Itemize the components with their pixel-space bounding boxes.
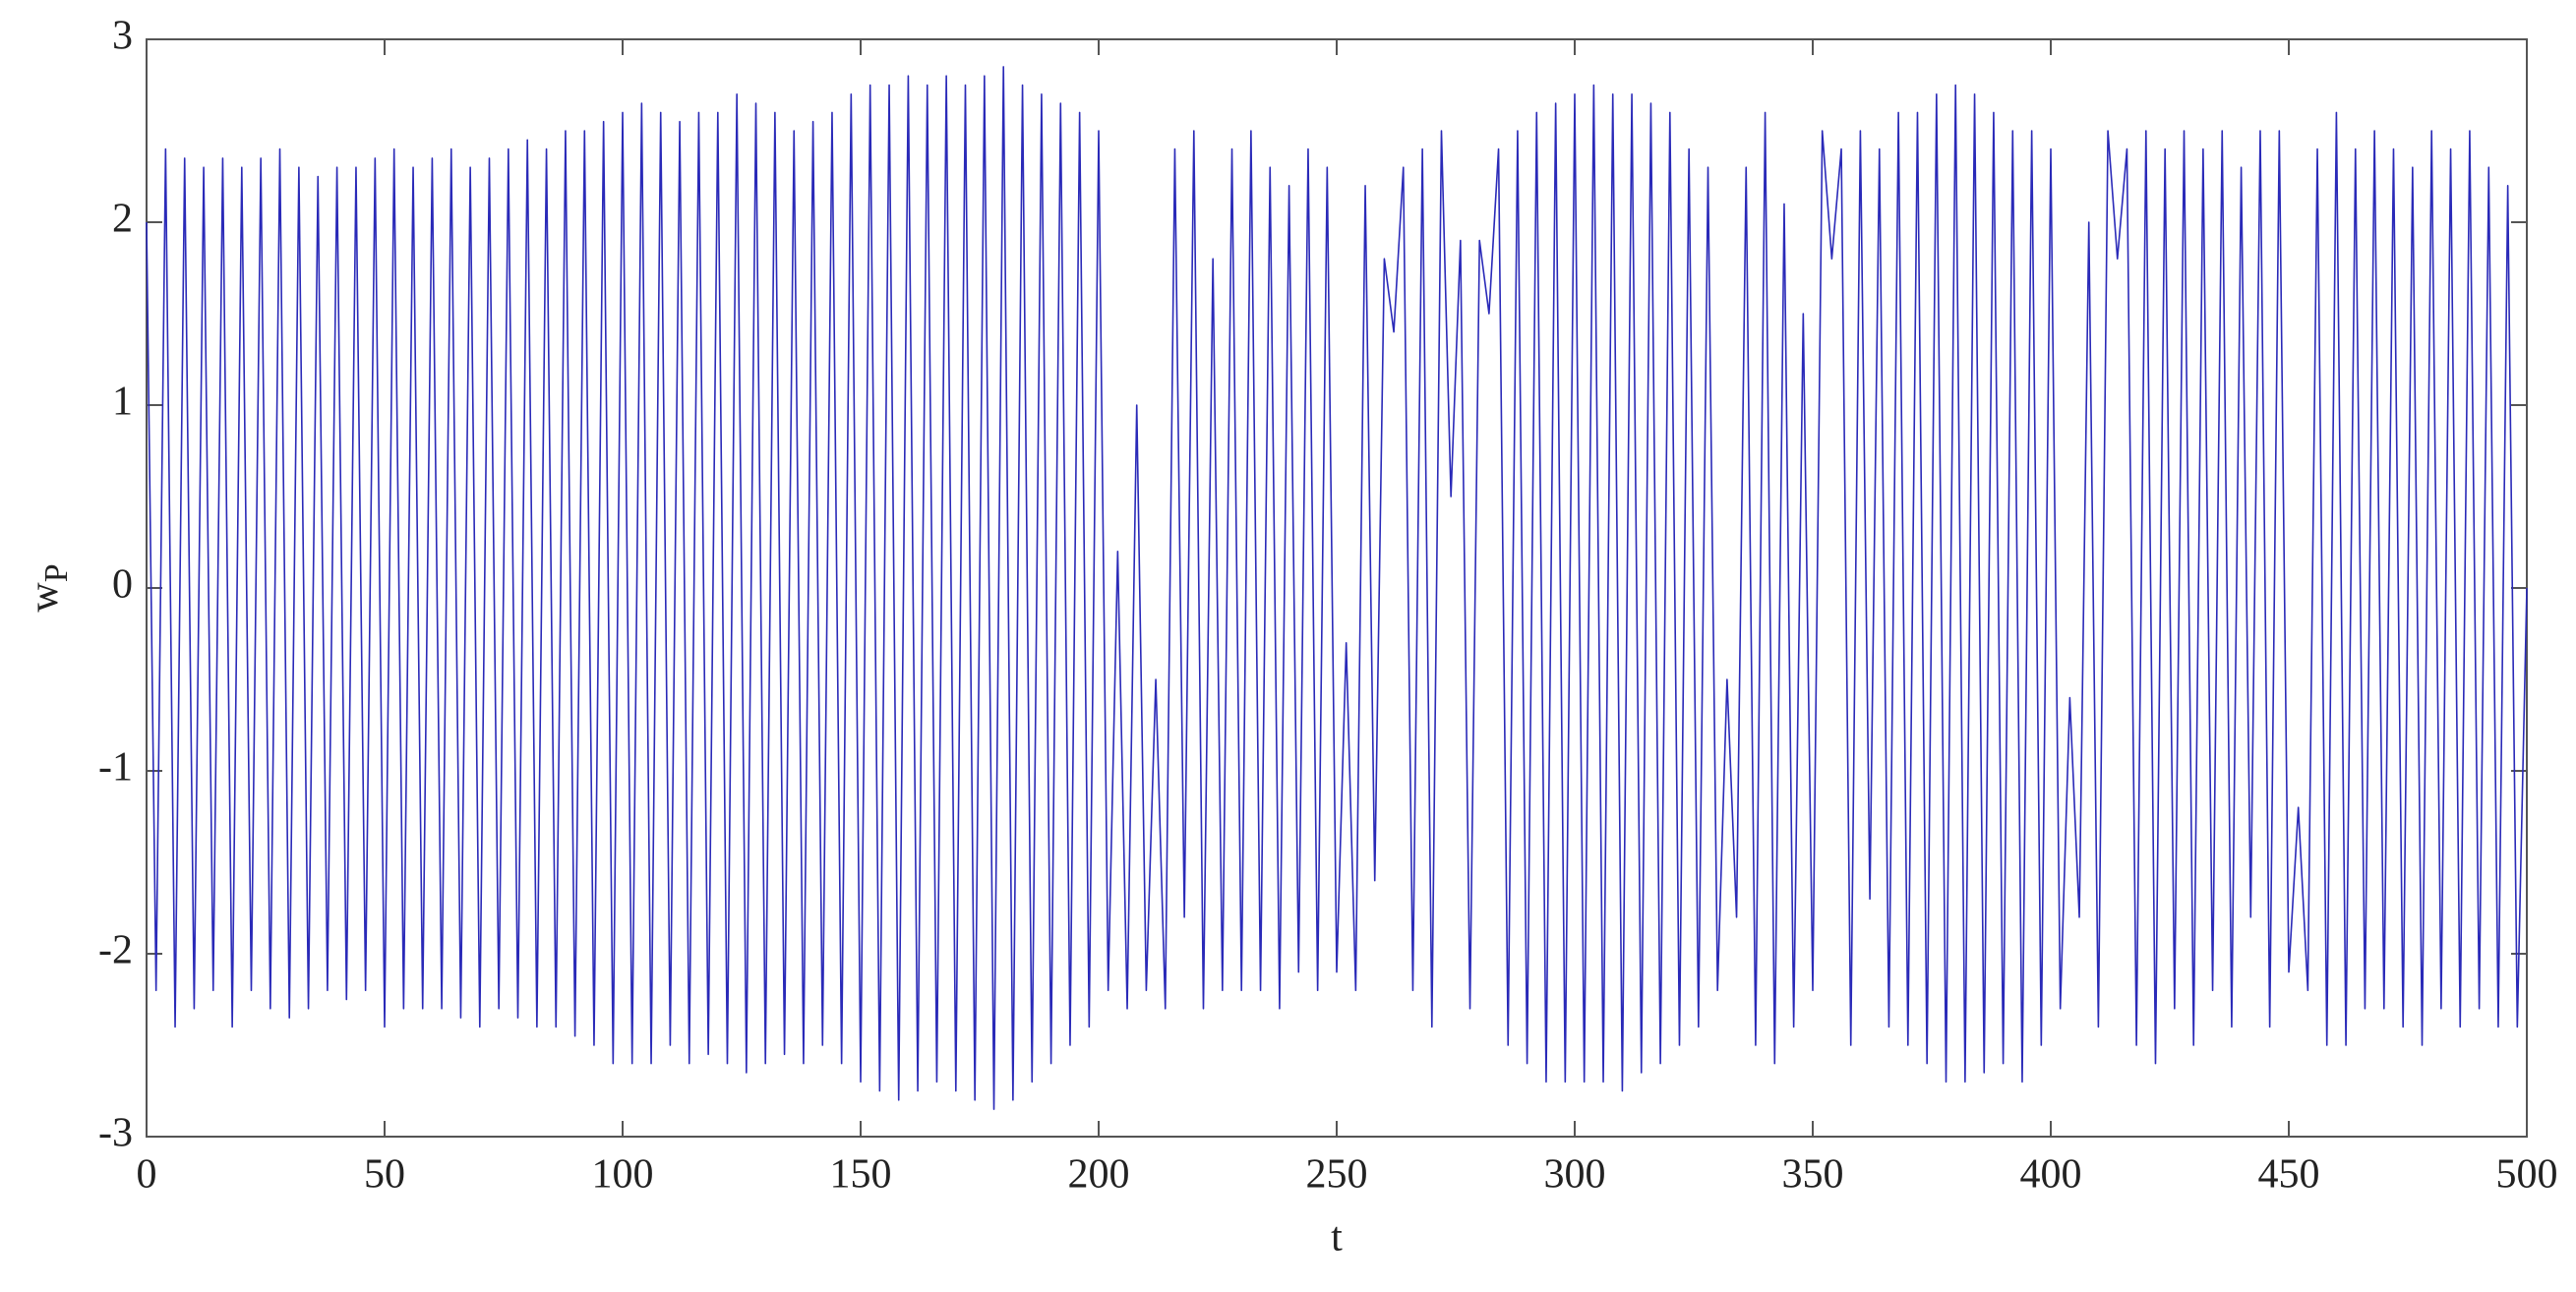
y-tick-label: 2	[112, 197, 133, 242]
y-axis-label: wP	[22, 563, 75, 612]
y-axis-label-subscript: P	[38, 563, 75, 582]
x-tick-label: 250	[1306, 1152, 1368, 1198]
x-tick-label: 350	[1782, 1152, 1844, 1198]
y-tick-label: -2	[98, 928, 133, 973]
x-tick-label: 0	[137, 1152, 157, 1198]
y-tick-label: 3	[112, 14, 133, 59]
x-tick-label: 450	[2258, 1152, 2320, 1198]
y-tick-label: 1	[112, 380, 133, 425]
x-tick-label: 300	[1544, 1152, 1606, 1198]
x-tick-label: 100	[592, 1152, 654, 1198]
x-tick-label: 50	[364, 1152, 405, 1198]
x-tick-label: 150	[830, 1152, 892, 1198]
y-tick-label: -3	[98, 1111, 133, 1156]
y-tick-label: 0	[112, 562, 133, 608]
x-tick-label: 500	[2496, 1152, 2558, 1198]
x-axis-label: t	[1331, 1215, 1343, 1261]
y-axis-label-main: w	[22, 582, 67, 613]
data-line	[146, 66, 2528, 1110]
y-tick-label: -1	[98, 745, 133, 791]
x-tick-label: 200	[1068, 1152, 1130, 1198]
x-tick-label: 400	[2020, 1152, 2082, 1198]
